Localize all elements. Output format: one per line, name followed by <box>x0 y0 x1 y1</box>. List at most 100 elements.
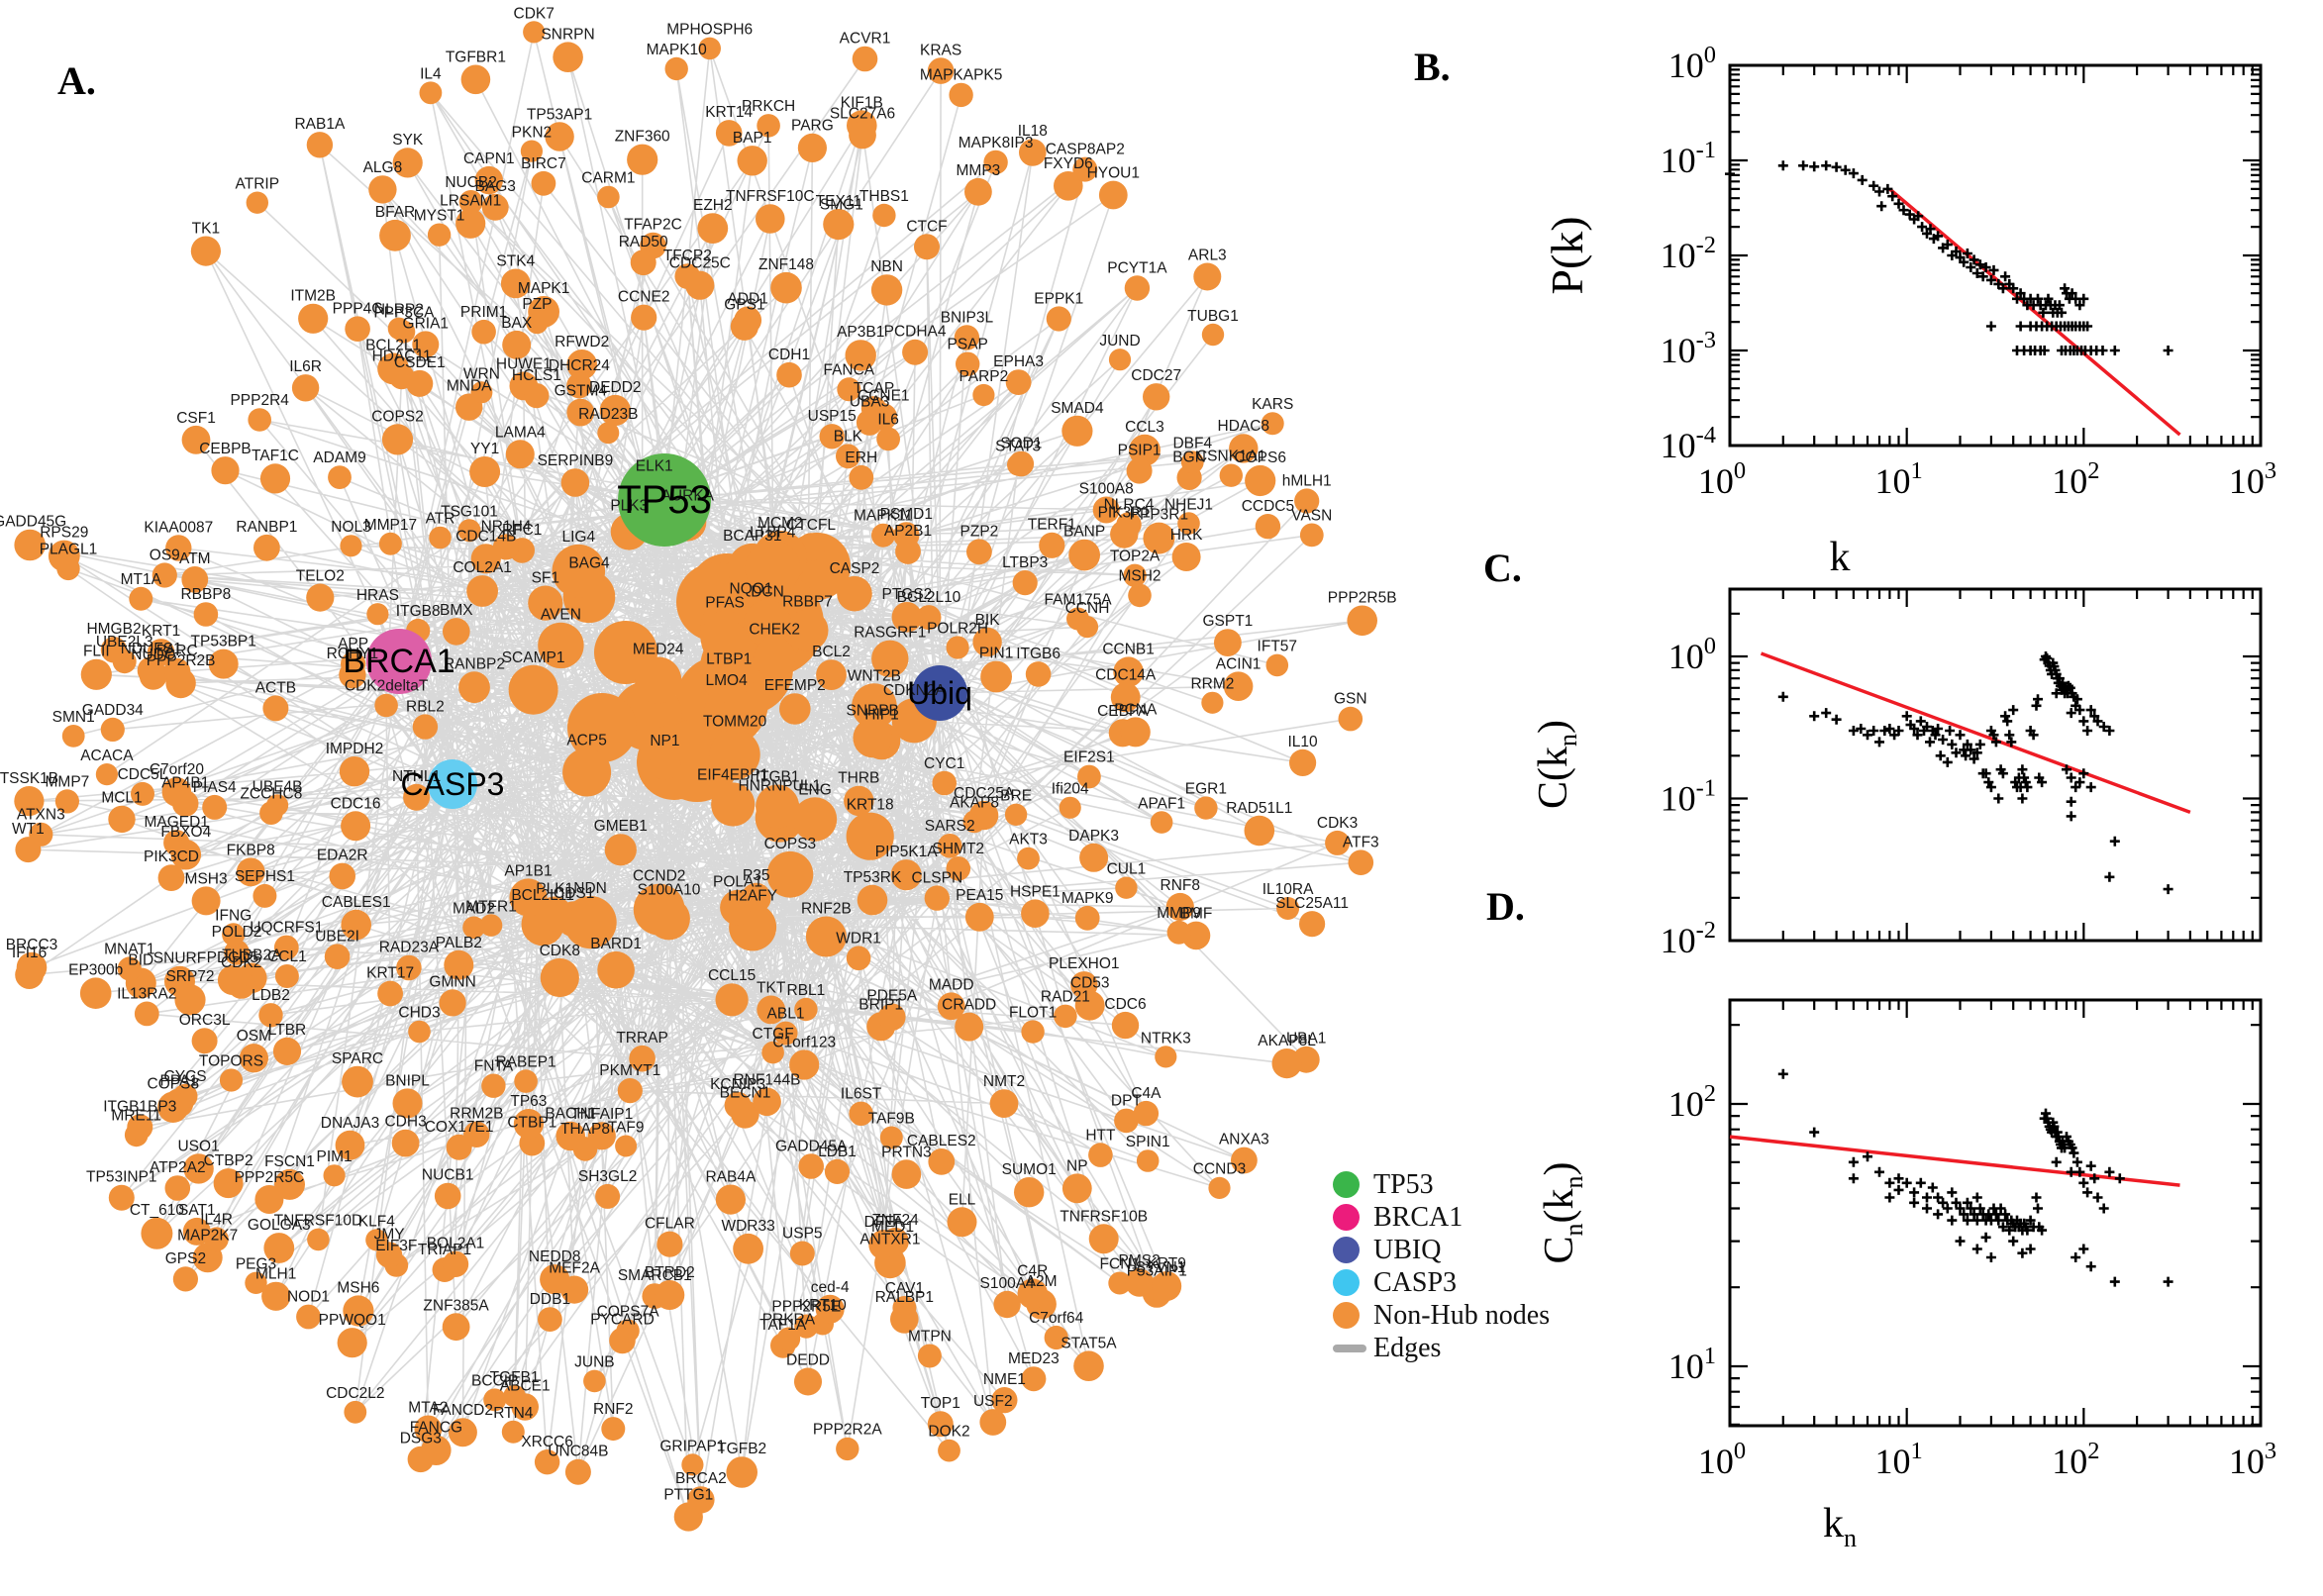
network-node-label: IFI16 <box>12 945 47 961</box>
network-node-label: CEBPB <box>199 441 252 457</box>
network-node-label: ADAM9 <box>313 449 365 466</box>
network-node-label: BTRD2 <box>645 1264 695 1281</box>
network-node <box>500 268 531 299</box>
x-tick-label: 100 <box>1698 1438 1746 1481</box>
network-node <box>698 37 721 60</box>
network-node <box>1347 605 1377 637</box>
network-node <box>165 535 192 561</box>
hub-label-casp3: CASP3 <box>401 766 505 802</box>
network-node <box>1201 691 1224 714</box>
network-node-label: FXYD6 <box>1044 155 1093 172</box>
network-node <box>528 585 563 621</box>
network-node-label: PDE5A <box>866 988 917 1005</box>
network-node-label: PIN1 <box>979 646 1013 662</box>
network-node-label: ATRIP <box>236 176 280 193</box>
network-node <box>514 1069 538 1093</box>
network-node-label: GMNN <box>429 973 475 990</box>
network-node <box>202 794 228 820</box>
network-node <box>552 544 606 598</box>
network-node <box>434 1182 461 1210</box>
network-node <box>761 1041 784 1064</box>
network-node-label: MRE11 <box>111 1108 161 1125</box>
network-node <box>274 1168 305 1200</box>
network-node-label: PRKCH <box>742 98 795 115</box>
network-node-label: TNFRSF10B <box>1060 1208 1148 1225</box>
panel-c-plot: 100 10-1 10-2 C(kn) <box>1531 587 2263 960</box>
network-node <box>1068 539 1100 571</box>
network-node <box>531 170 556 196</box>
network-node-label: STAT5A <box>1060 1335 1117 1351</box>
network-node <box>1348 849 1374 875</box>
network-node-label: BRIP1 <box>858 996 903 1013</box>
network-node <box>1077 764 1101 789</box>
network-node-label: CDK7 <box>514 5 555 22</box>
network-node-label: CCL3 <box>1125 419 1164 436</box>
network-node-label: CAPN1 <box>463 150 515 167</box>
network-node <box>1113 656 1144 687</box>
network-node-label: WNT2B <box>848 667 901 684</box>
network-node-labels: C1orf123 HDAC11 PARC MT1A SEPHS1 TEX11 SF1 USP5… <box>0 5 1397 1503</box>
network-node <box>786 609 829 651</box>
network-node-label: TUBG1 <box>1187 308 1239 325</box>
network-node-label: AP2B1 <box>884 523 932 540</box>
network-node <box>134 1001 159 1027</box>
network-node-label: ACP5 <box>566 733 607 749</box>
network-node <box>1126 457 1153 484</box>
network-node-label: COL2A1 <box>453 559 511 576</box>
network-node-label: THAP8 <box>560 1121 610 1138</box>
network-node-label: THRB <box>838 770 879 787</box>
network-node-label: LAMA4 <box>495 424 546 441</box>
network-node-label: TEX11 <box>816 193 861 210</box>
network-node <box>1070 971 1098 999</box>
network-node-label: NDUFS1 <box>121 641 182 657</box>
network-node-label: CTGF <box>753 1026 794 1043</box>
network-node-label: EPHA3 <box>993 353 1044 370</box>
network-node <box>927 1411 954 1438</box>
network-node <box>805 916 847 957</box>
network-node-label: P35 <box>743 867 770 884</box>
network-node-label: PTTG1 <box>663 1486 713 1503</box>
network-node <box>1017 1278 1049 1309</box>
network-node <box>1152 1271 1182 1301</box>
network-node <box>856 409 883 436</box>
network-nodes <box>14 21 1377 1532</box>
network-node-label: ZNF360 <box>615 129 670 146</box>
network-node-label: FKBP8 <box>227 842 275 858</box>
network-node <box>878 1003 906 1032</box>
network-node <box>1019 139 1047 166</box>
network-node-label: CUL1 <box>1107 861 1147 878</box>
network-node-label: ZNF385A <box>423 1297 489 1314</box>
network-node-label: SRP72 <box>165 968 214 985</box>
network-node-label: NME1 <box>983 1371 1026 1388</box>
network-node <box>753 1087 781 1117</box>
network-node-label: MAPKAPK5 <box>920 67 1003 84</box>
network-node <box>252 883 277 908</box>
network-node <box>157 864 185 891</box>
network-node-label: TKT <box>757 980 786 997</box>
network-node-label: PPP2R5E <box>771 1299 841 1316</box>
network-node-label: TAF9B <box>868 1111 915 1128</box>
network-node <box>1214 629 1242 656</box>
network-node-label: COPS8 <box>148 1076 200 1093</box>
network-node <box>61 725 85 748</box>
network-node <box>597 950 635 989</box>
network-node <box>540 957 579 998</box>
network-node <box>193 602 219 627</box>
axis-ticks <box>1728 1000 2263 1426</box>
network-node-label: ABL1 <box>767 1006 805 1023</box>
network-node <box>1108 1271 1132 1295</box>
network-node-label: CDK8 <box>540 943 580 959</box>
network-node-label: MTPN <box>908 1329 952 1346</box>
network-node-label: SMN1 <box>52 709 95 726</box>
network-node <box>687 1486 715 1514</box>
network-node-label: PPP2R5C <box>235 1169 305 1186</box>
network-node <box>54 789 79 814</box>
network-node <box>172 1266 198 1292</box>
network-node <box>442 1313 470 1342</box>
network-node-label: TAF1A <box>759 1317 807 1334</box>
hub-label-brca1: BRCA1 <box>343 643 454 680</box>
network-node <box>1166 920 1191 945</box>
network-node-label: FBXO4 <box>160 824 211 841</box>
network-node-label: ADD1 <box>728 291 768 308</box>
